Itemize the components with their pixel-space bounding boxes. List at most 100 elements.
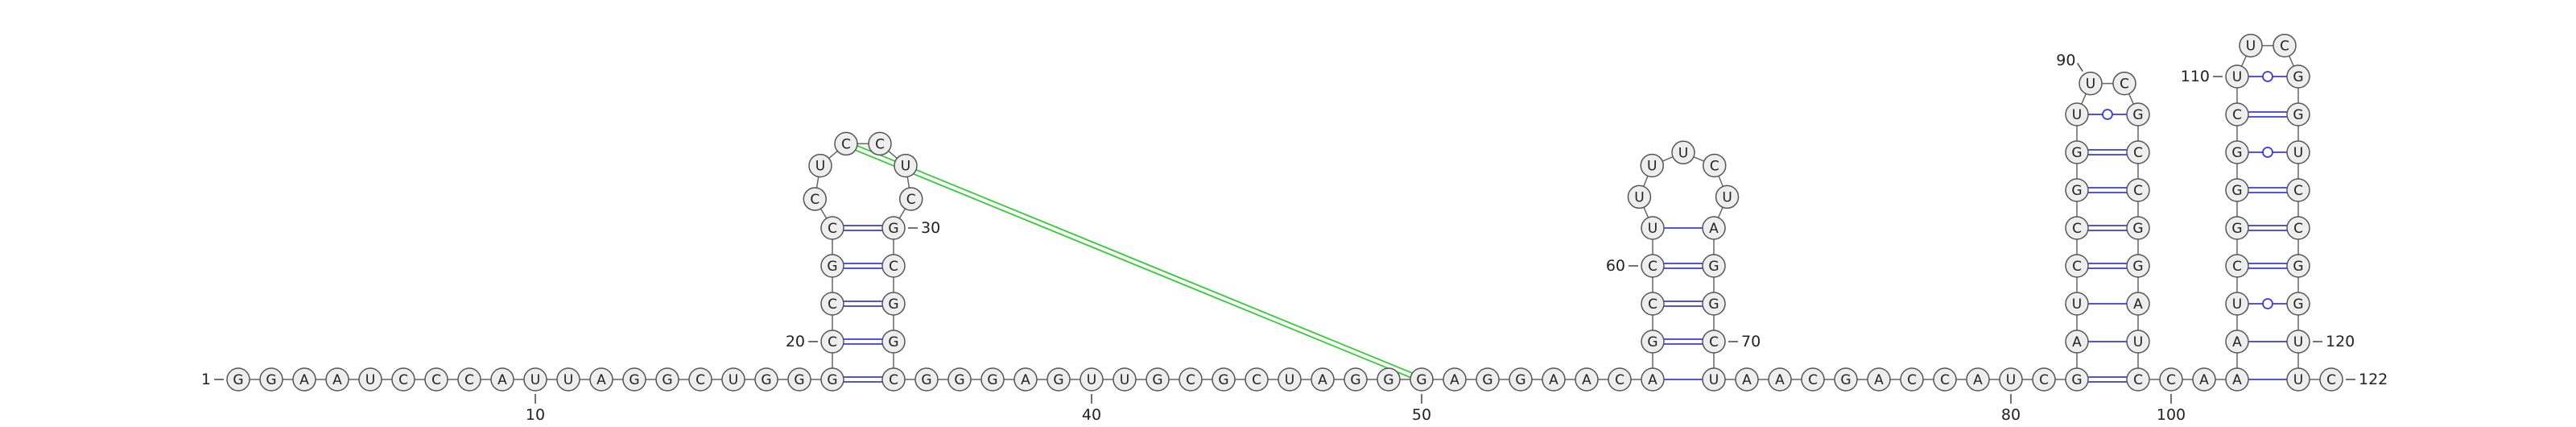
nucleotide-letter: C: [875, 136, 885, 152]
nucleotide-circle: [947, 367, 972, 392]
nucleotide-letter: C: [828, 334, 837, 350]
nucleotide-letter: C: [2072, 259, 2082, 275]
nucleotide-circle: [1179, 367, 1203, 392]
nucleotide-circle: [589, 367, 613, 392]
nucleotide-letter: U: [564, 372, 573, 388]
nucleotide-circle: [787, 367, 811, 392]
number-label: 1: [201, 371, 211, 388]
backbone: [238, 44, 2331, 380]
nucleotide-circle: [1608, 367, 1632, 392]
nucleotide-letter: U: [1634, 189, 1644, 205]
nucleotide-letter: A: [1318, 372, 1327, 388]
nucleotide-letter: A: [497, 372, 507, 388]
nucleotide-letter: G: [888, 334, 898, 350]
nucleotide-circle: [1641, 292, 1665, 316]
nucleotide-letter: U: [901, 159, 910, 175]
nucleotide-letter: G: [954, 372, 964, 388]
nucleotide-letter: G: [2231, 183, 2242, 199]
nucleotide-letter: G: [1708, 296, 1719, 313]
nucleotide-letter: U: [1678, 145, 1688, 161]
number-label: 10: [526, 406, 545, 424]
nucleotide-circle: [2126, 367, 2150, 392]
nucleotide-circle: [1641, 216, 1665, 240]
nucleotide-circle: [2126, 102, 2150, 126]
nucleotide-letter: C: [906, 192, 916, 208]
nucleotide-circle: [1212, 367, 1236, 392]
nucleotide-circle: [2112, 71, 2136, 96]
nucleotide-letter: C: [2293, 221, 2303, 237]
nucleotide-circle: [1999, 367, 2023, 392]
nucleotide-letter: C: [464, 372, 474, 388]
nucleotide-letter: U: [1120, 372, 1129, 388]
nucleotide-letter: U: [2072, 296, 2082, 313]
nucleotide-circle: [1113, 367, 1137, 392]
nucleotide-circle: [1702, 254, 1726, 278]
nucleotide-letter: G: [266, 372, 276, 388]
nucleotide-letter: G: [2293, 259, 2303, 275]
nucleotide-letter: A: [332, 372, 342, 388]
nucleotide-letter: C: [841, 136, 851, 152]
nucleotide-circle: [2126, 254, 2150, 278]
nucleotide-letter: C: [398, 372, 408, 388]
nucleotide-letter: A: [2072, 334, 2082, 350]
nucleotide-letter: U: [2006, 372, 2016, 388]
nucleotide-circle: [2225, 367, 2249, 392]
nucleotide-letter: G: [2231, 145, 2242, 161]
number-label: 70: [1741, 333, 1761, 350]
nucleotide-circle: [1080, 367, 1104, 392]
number-label: 30: [921, 219, 940, 237]
nucleotide-circle: [820, 330, 844, 354]
nucleotide-letter: C: [2039, 372, 2049, 388]
nucleotide-letter: G: [629, 372, 639, 388]
nucleotide-letter: C: [1907, 372, 1917, 388]
nucleotide-letter: C: [2120, 77, 2129, 93]
nucleotide-circle: [2225, 292, 2249, 316]
nucleotide-letter: C: [889, 259, 898, 275]
number-label: 120: [2326, 333, 2355, 350]
nucleotide-letter: G: [2071, 372, 2082, 388]
nucleotide-letter: A: [597, 372, 606, 388]
nucleotide-circle: [1702, 292, 1726, 316]
nucleotide-circle: [1443, 367, 1467, 392]
nucleotide-circle: [1933, 367, 1957, 392]
nucleotide-circle: [2126, 140, 2150, 164]
nucleotide-circle: [556, 367, 580, 392]
nucleotide-letter: A: [2199, 372, 2209, 388]
nucleotide-circle: [325, 367, 349, 392]
nucleotide-letter: U: [2293, 372, 2303, 388]
base-pairs: [844, 71, 2287, 383]
nucleotide-letter: G: [1482, 372, 1492, 388]
nucleotide-circle: [881, 367, 906, 392]
nucleotide-letter: C: [828, 296, 837, 313]
nucleotide-circle: [1867, 367, 1891, 392]
nucleotide-letter: U: [2293, 145, 2303, 161]
nucleotide-circle: [2225, 64, 2249, 89]
nucleotide-circle: [820, 216, 844, 240]
nucleotide-circle: [2286, 254, 2310, 278]
nucleotide-letter: G: [888, 296, 898, 313]
nucleotide-circle: [688, 367, 712, 392]
nucleotide-circle: [2192, 367, 2216, 392]
nucleotide-circle: [1278, 367, 1302, 392]
nucleotide-circle: [424, 367, 448, 392]
nucleotide-circle: [2225, 254, 2249, 278]
wobble-mark: [2262, 298, 2273, 309]
number-label: 40: [1082, 406, 1101, 424]
nucleotide-letter: A: [1549, 372, 1558, 388]
number-label: 110: [2181, 68, 2210, 85]
wobble-mark: [2262, 147, 2273, 158]
nucleotide-circle: [2065, 140, 2089, 164]
nucleotide-circle: [1245, 367, 1269, 392]
nucleotide-letter: G: [2132, 107, 2143, 123]
wobble-mark: [2102, 109, 2113, 120]
nucleotide-circle: [2065, 102, 2089, 126]
nucleotide-circle: [2079, 71, 2103, 96]
nucleotide-letter: G: [987, 372, 997, 388]
nucleotide-letter: C: [2232, 259, 2242, 275]
nucleotide-circle: [1627, 184, 1652, 209]
nucleotide-circle: [2286, 64, 2310, 89]
nucleotide-circle: [2065, 367, 2089, 392]
nucleotide-circle: [523, 367, 547, 392]
nucleotide-letter: G: [1350, 372, 1360, 388]
nucleotide-letter: G: [2293, 296, 2303, 313]
